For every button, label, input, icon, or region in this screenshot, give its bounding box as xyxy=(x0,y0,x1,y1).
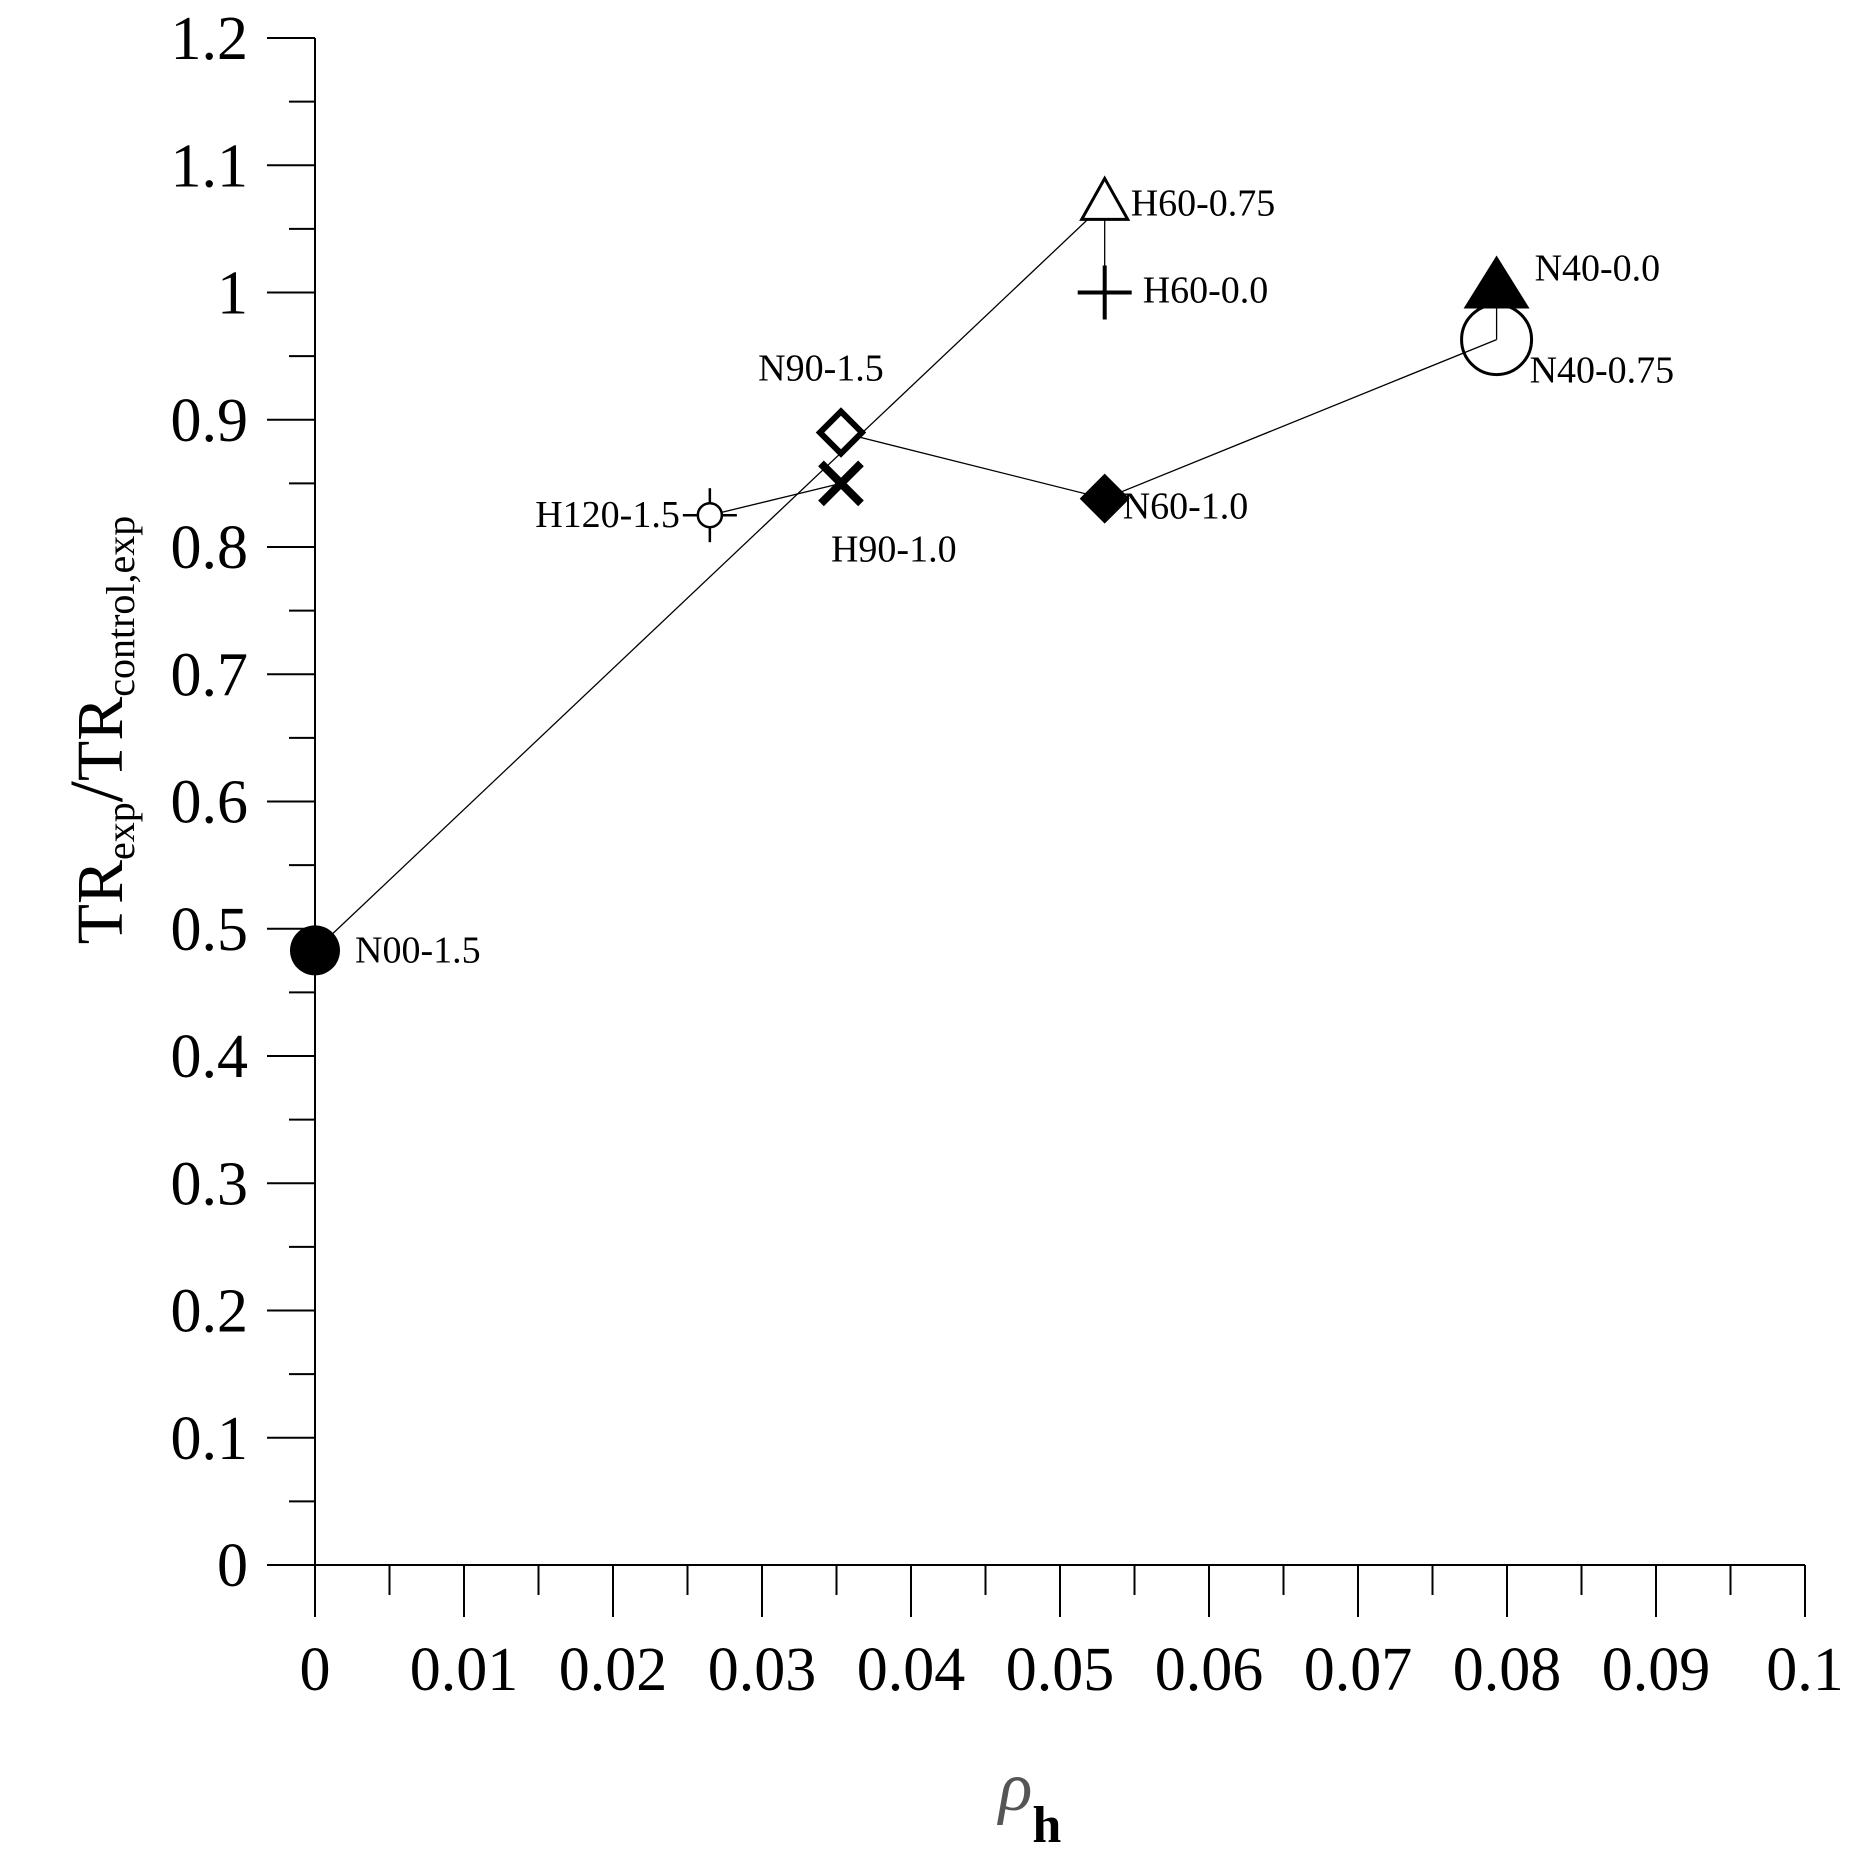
x-tick-label: 0.03 xyxy=(708,1636,817,1704)
point-n60-1-0 xyxy=(1079,473,1130,524)
x-tick-label: 0.09 xyxy=(1602,1636,1711,1704)
y-axis-title-numerator-sub: exp xyxy=(98,802,143,860)
x-tick-label: 0.01 xyxy=(410,1636,519,1704)
y-tick-label: 0.3 xyxy=(171,1150,249,1218)
x-axis-title-subscript: h xyxy=(1032,1797,1061,1854)
x-tick-label: 0.1 xyxy=(1766,1636,1844,1704)
y-tick-label: 0.8 xyxy=(171,514,249,582)
x-tick-label: 0.04 xyxy=(857,1636,966,1704)
point-h60-0-0 xyxy=(1077,265,1132,320)
x-tick-label: 0 xyxy=(300,1636,331,1704)
y-tick-label: 0.5 xyxy=(171,896,249,964)
y-tick-label: 0.1 xyxy=(171,1405,249,1473)
y-axis-title-denominator: TR xyxy=(64,697,137,781)
marker-stroke xyxy=(818,460,864,507)
y-axis-title-denominator-sub: control,exp xyxy=(98,516,143,697)
point-label-h60-0-75: H60-0.75 xyxy=(1131,182,1276,224)
x-axis-title-symbol: ρ xyxy=(997,1749,1033,1826)
x-tick-label: 0.07 xyxy=(1304,1636,1413,1704)
y-tick-label: 0.4 xyxy=(171,1023,249,1091)
point-n00-1-5 xyxy=(290,925,340,976)
y-tick-label: 1.2 xyxy=(171,5,249,73)
data-markers xyxy=(290,175,1534,976)
point-h120-1-5 xyxy=(682,488,737,543)
y-tick-label: 0.7 xyxy=(171,641,249,709)
y-tick-label: 0.6 xyxy=(171,769,249,837)
point-label-h120-1-5: H120-1.5 xyxy=(535,494,680,536)
y-tick-label: 1.1 xyxy=(171,132,249,200)
connector-lines xyxy=(314,202,1498,951)
point-labels: N00-1.5 H120-1.5 N90-1.5 H90-1.0 H60-0.75 H60… xyxy=(355,182,1674,971)
point-n40-0-0 xyxy=(1463,255,1530,309)
point-label-n00-1-5: N00-1.5 xyxy=(355,929,481,971)
point-h60-0-75 xyxy=(1079,175,1131,221)
point-h90-1-0 xyxy=(818,460,864,507)
point-n40-0-75 xyxy=(1460,303,1534,377)
point-label-n40-0-0: N40-0.0 xyxy=(1535,248,1661,290)
connector-line xyxy=(840,338,1497,500)
point-label-h60-0-0: H60-0.0 xyxy=(1143,270,1269,312)
connector-line xyxy=(709,482,842,516)
y-tick-label: 0.9 xyxy=(171,387,249,455)
y-axis-title: TRexp/TRcontrol,exp xyxy=(55,516,143,945)
marker-ring xyxy=(696,501,724,529)
x-axis-title: ρh xyxy=(997,1749,1062,1854)
point-label-n90-1-5: N90-1.5 xyxy=(758,347,884,389)
y-tick-label: 0.2 xyxy=(171,1278,249,1346)
x-tick-label: 0.05 xyxy=(1006,1636,1115,1704)
point-label-h90-1-0: H90-1.0 xyxy=(831,528,957,570)
point-n90-1-5 xyxy=(815,407,867,458)
x-tick-label: 0.06 xyxy=(1155,1636,1264,1704)
connector-line xyxy=(314,202,1106,951)
point-label-n60-1-0: N60-1.0 xyxy=(1123,486,1249,528)
x-tick-label: 0.02 xyxy=(559,1636,668,1704)
svg-text:ρh: ρh xyxy=(997,1749,1062,1854)
point-label-n40-0-75: N40-0.75 xyxy=(1530,350,1675,392)
x-tick-label: 0.08 xyxy=(1453,1636,1562,1704)
y-tick-label: 0 xyxy=(217,1532,248,1600)
svg-text:TRexp/TRcontrol,exp: TRexp/TRcontrol,exp xyxy=(55,516,143,945)
axes: 0 0.1 0.2 0.3 0.4 0.5 0.6 0.7 0.8 0.9 1 1.1 1.2 0 0.01… xyxy=(171,5,1844,1704)
y-axis-title-slash: / xyxy=(55,780,139,802)
y-axis-title-numerator: TR xyxy=(64,860,137,944)
y-tick-label: 1 xyxy=(217,260,248,328)
